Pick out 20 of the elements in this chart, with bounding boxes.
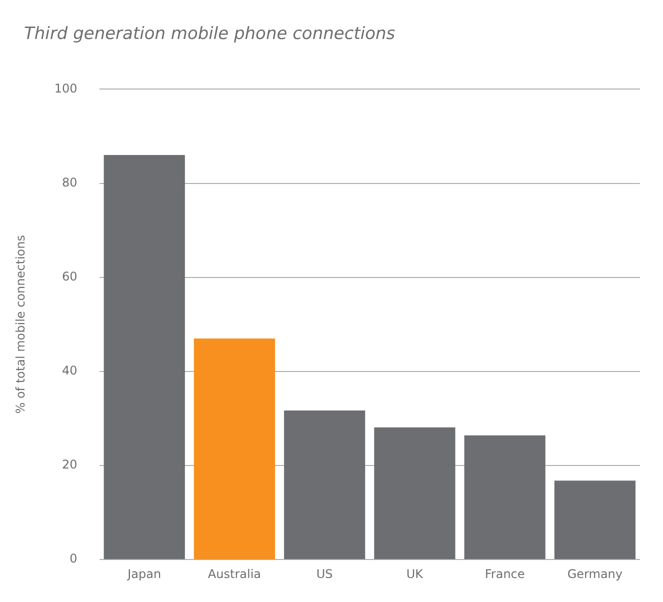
bar (194, 338, 276, 560)
y-tick-label: 60 (62, 269, 78, 284)
y-tick-label: 0 (70, 552, 78, 566)
y-tick-label: 100 (54, 81, 78, 96)
y-axis-title: % of total mobile connections (13, 235, 28, 414)
y-tick-label: 80 (62, 175, 78, 190)
bar (374, 427, 456, 560)
x-tick-label: UK (406, 566, 424, 581)
y-tick-label: 20 (62, 458, 78, 472)
x-tick-label: France (484, 566, 525, 581)
chart-title: Third generation mobile phone connections (24, 24, 396, 44)
x-tick-label: US (316, 566, 333, 581)
x-tick-label: Germany (567, 566, 623, 581)
bar (464, 435, 546, 560)
bar (284, 410, 366, 560)
bar (554, 480, 636, 560)
y-tick-label: 40 (62, 364, 78, 378)
x-tick-label: Japan (126, 566, 162, 581)
x-tick-label: Australia (208, 566, 262, 581)
bar (104, 155, 185, 560)
